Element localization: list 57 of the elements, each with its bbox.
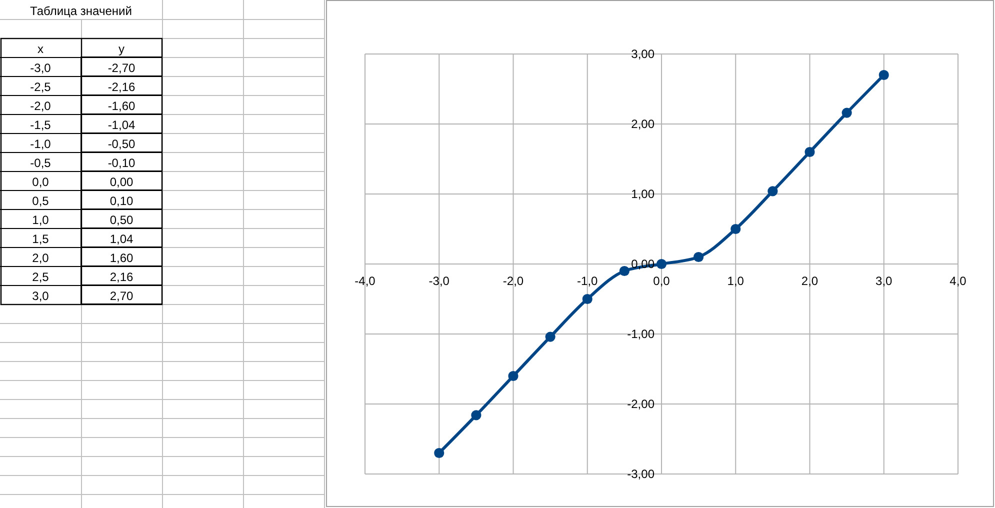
data-label: -2,70 [108,61,136,76]
x-tick-label: 0,0 [653,274,670,288]
data-label: 0,10 [110,194,134,208]
y-tick-label: 0,0 [32,175,50,190]
y-tick-label: -1,0 [30,137,52,152]
y-tick-label: 2,5 [32,270,50,284]
y-tick-label: 2,00 [631,117,655,132]
data-label: 2,16 [110,270,134,284]
y-tick-label: -2,5 [30,80,52,94]
data-label: -1,60 [108,99,136,114]
point [878,70,889,80]
point [619,266,630,276]
x-tick-label: 1,0 [727,274,744,288]
x-tick-label: -2,0 [502,274,524,288]
point [545,332,556,342]
chart-title: Таблица значений [30,4,132,18]
point [471,410,482,420]
data-label: 0,00 [110,175,134,190]
y-tick-label: -3,0 [30,61,52,76]
y-tick-label: 1,0 [32,213,50,228]
y-axis-title: x [38,42,44,56]
point [582,294,592,304]
x-tick-label: y [118,42,124,56]
y-tick-label: -2,0 [30,99,52,114]
data-label: -0,10 [108,156,136,170]
data-label: -1,04 [108,118,136,132]
point [656,258,667,270]
point [842,108,852,118]
y-tick-label: -1,5 [30,118,52,132]
y-tick-label: 3,00 [631,47,655,62]
data-label: 2,70 [110,289,134,304]
point [804,146,815,158]
x-tick-label: -1,0 [577,274,598,288]
y-tick-label: 1,5 [32,232,50,246]
y-tick-label: 1,00 [631,187,655,202]
y-tick-label: -2,00 [627,397,655,412]
y-tick-label: -3,00 [627,467,655,482]
x-tick-label: -3,0 [428,274,450,288]
point [694,252,704,262]
y-tick-label: -0,5 [30,156,52,170]
data-label: -0,50 [108,137,136,152]
data-label: 1,60 [110,251,134,266]
y-tick-label: 2,0 [32,251,50,266]
point [768,186,778,196]
point [434,448,444,458]
point [508,370,518,382]
data-label: 1,04 [110,232,134,246]
x-tick-label: 3,0 [876,274,893,288]
y-tick-label: -1,00 [627,327,655,342]
y-tick-label: 0,5 [32,194,50,208]
data-label: 0,50 [110,213,134,228]
x-tick-label: -4,0 [354,274,376,288]
x-tick-label: 2,0 [801,274,818,288]
y-tick-label: 3,0 [32,289,50,304]
x-tick-label: 4,0 [950,274,967,288]
data-label: -2,16 [108,80,136,94]
point [730,224,741,234]
